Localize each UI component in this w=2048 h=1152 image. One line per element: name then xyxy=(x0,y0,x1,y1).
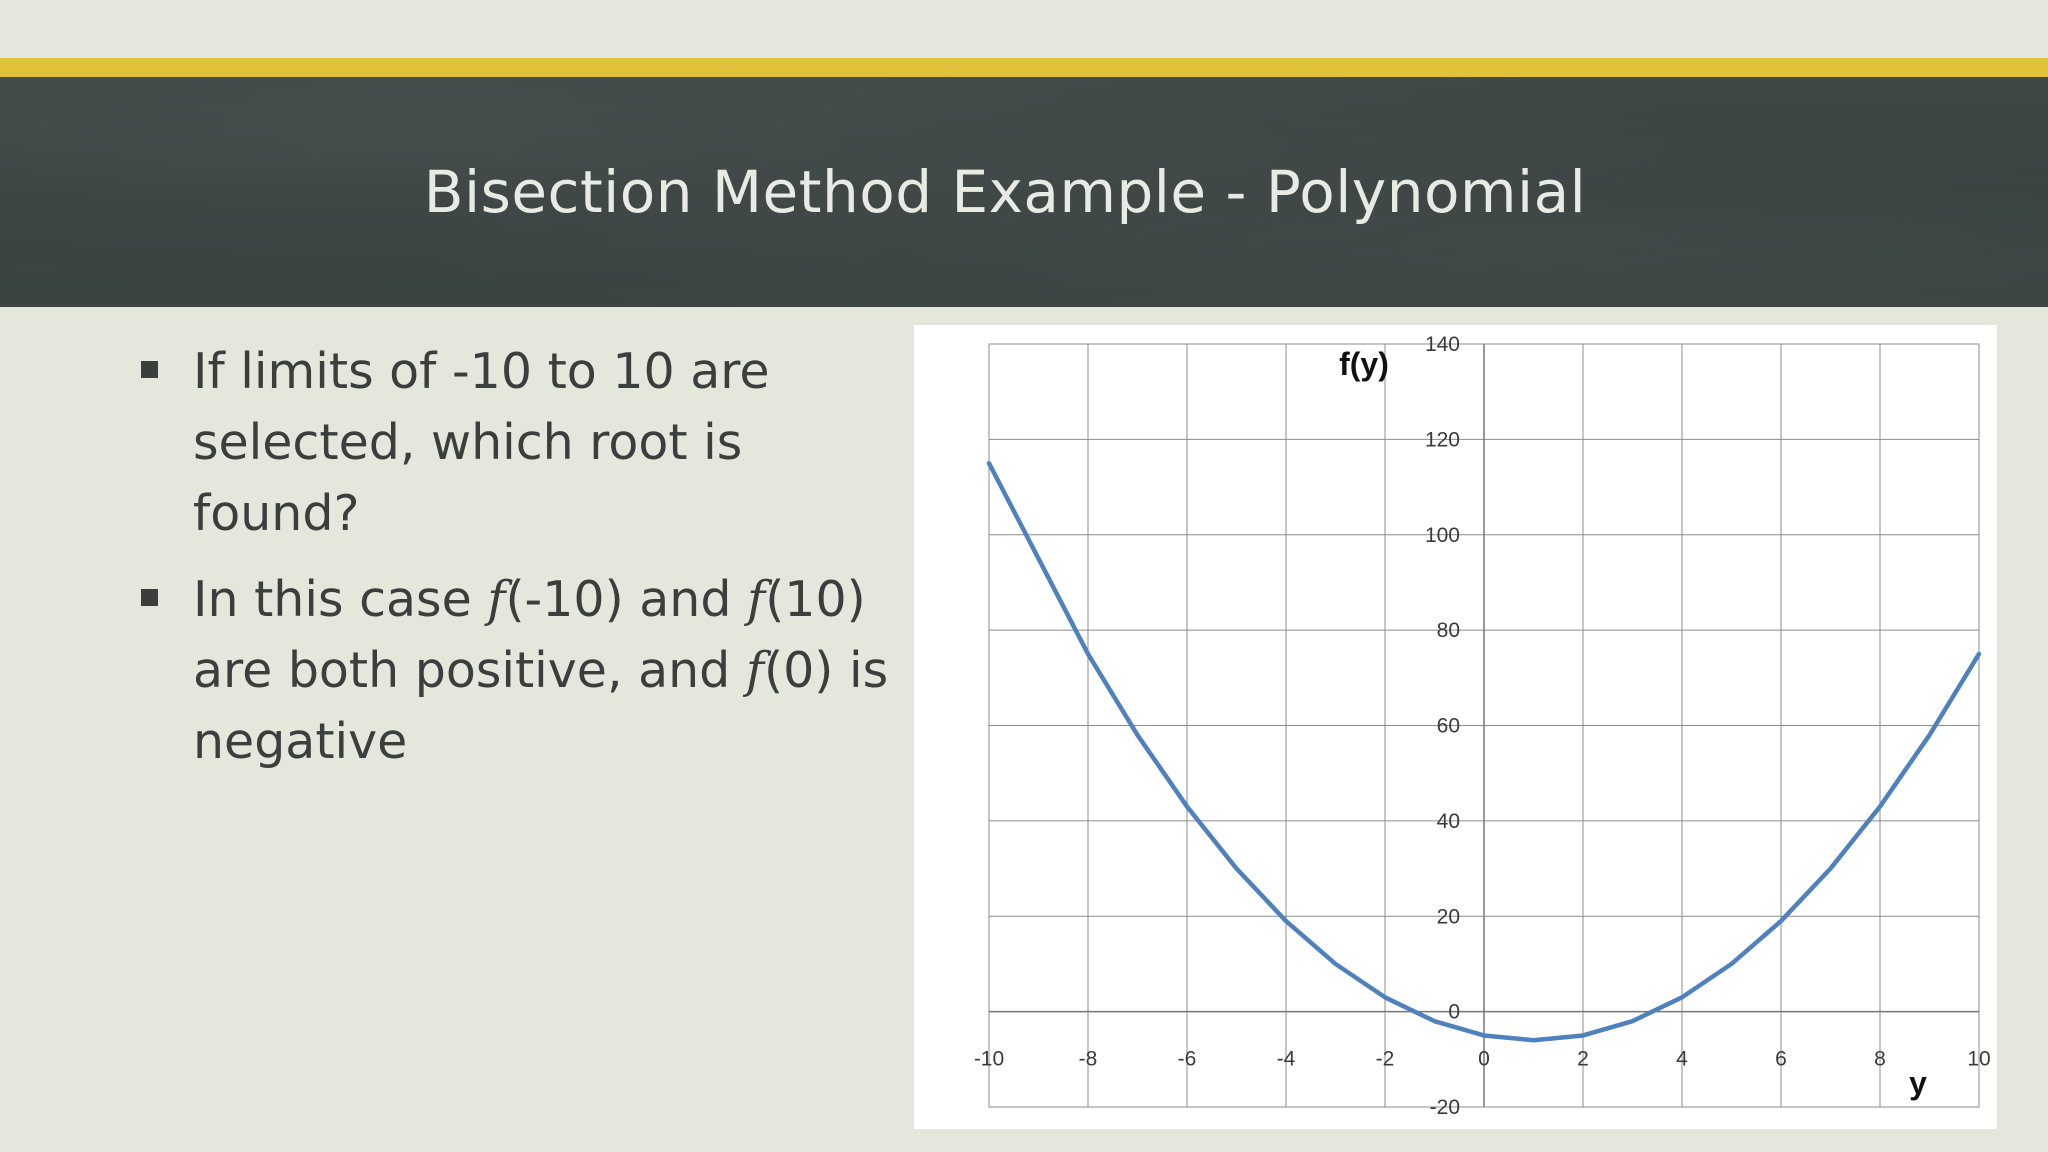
function-symbol: f xyxy=(747,571,766,628)
header-band xyxy=(0,77,2048,307)
series-line xyxy=(986,460,1982,1043)
x-tick-label: 6 xyxy=(1775,1048,1787,1071)
square-bullet-icon xyxy=(141,589,158,606)
x-tick-label: 4 xyxy=(1676,1048,1688,1071)
top-strip xyxy=(0,0,2048,58)
bullet-item: In this case f(-10) and f(10) are both p… xyxy=(135,564,905,777)
function-symbol: f xyxy=(745,642,764,699)
x-tick-label: 10 xyxy=(1967,1048,1990,1071)
x-tick-label: -2 xyxy=(1376,1048,1395,1071)
bullet-item: If limits of -10 to 10 are selected, whi… xyxy=(135,336,905,549)
y-tick-label: 100 xyxy=(1425,524,1460,547)
accent-bar xyxy=(0,58,2048,77)
x-tick-label: -6 xyxy=(1178,1048,1197,1071)
y-tick-label: 140 xyxy=(1425,333,1460,356)
bullet-text: If limits of -10 to 10 are selected, whi… xyxy=(193,343,770,542)
bullet-text-part: (-10) and xyxy=(505,571,748,628)
slide-title: Bisection Method Example - Polynomial xyxy=(423,158,1587,226)
x-tick-label: 8 xyxy=(1874,1048,1886,1071)
y-tick-label: 20 xyxy=(1437,905,1460,928)
grid xyxy=(988,343,1980,1108)
x-axis-title: y xyxy=(1909,1065,1927,1101)
x-tick-label: -8 xyxy=(1079,1048,1098,1071)
function-symbol: f xyxy=(487,571,506,628)
x-tick-label: 0 xyxy=(1478,1048,1490,1071)
y-axis-title: f(y) xyxy=(1339,346,1389,382)
polynomial-chart: -10 -8 -6 -4 -2 0 2 4 6 8 10-20020406080100120140 … xyxy=(974,333,1991,1119)
y-tick-label: -20 xyxy=(1430,1096,1460,1119)
square-bullet-icon xyxy=(141,361,158,378)
bullet-text-part: (0) is negative xyxy=(193,642,889,770)
x-tick-label: 2 xyxy=(1577,1048,1589,1071)
y-tick-label: 80 xyxy=(1437,619,1460,642)
curve-layer xyxy=(986,460,1982,1043)
y-tick-label: 40 xyxy=(1437,810,1460,833)
bullet-list: If limits of -10 to 10 are selected, whi… xyxy=(135,336,905,792)
x-tick-label: -4 xyxy=(1277,1048,1296,1071)
y-tick-label: 0 xyxy=(1448,1001,1460,1024)
x-tick-label: -10 xyxy=(974,1048,1004,1071)
y-tick-label: 120 xyxy=(1425,428,1460,451)
y-tick-label: 60 xyxy=(1437,715,1460,738)
bullet-text-part: (10) are both positive, and xyxy=(193,571,866,699)
bullet-text-part: In this case xyxy=(193,571,488,628)
chart-panel: -10 -8 -6 -4 -2 0 2 4 6 8 10 -20 0 20 40 60 80 100 120 140 … xyxy=(914,325,1997,1129)
